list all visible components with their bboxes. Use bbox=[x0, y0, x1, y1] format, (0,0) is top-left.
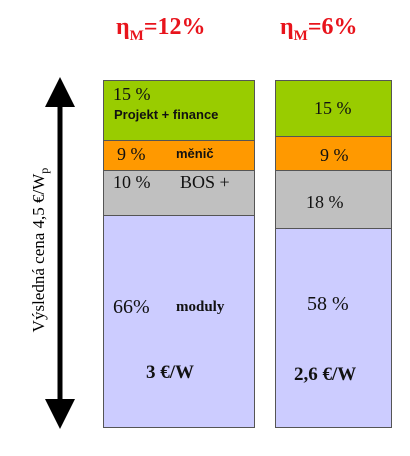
segment-label: moduly bbox=[176, 299, 225, 315]
percent: 15 % bbox=[113, 84, 151, 104]
segment-label: měnič bbox=[176, 146, 214, 161]
segment bbox=[103, 140, 255, 171]
segment bbox=[275, 228, 392, 428]
axis-label: Výsledná cena 4,5 €/Wp bbox=[29, 168, 51, 333]
segment bbox=[103, 215, 255, 428]
percent: 9 % bbox=[117, 144, 146, 164]
percent: 18 % bbox=[306, 192, 344, 212]
price: 3 €/W bbox=[146, 362, 195, 383]
percent: 10 % bbox=[113, 172, 151, 192]
percent: 66% bbox=[113, 296, 150, 318]
segment bbox=[275, 170, 392, 229]
percent: 58 % bbox=[307, 293, 349, 315]
column-header: ηM=6% bbox=[280, 14, 358, 44]
segment bbox=[103, 80, 255, 141]
price: 2,6 €/W bbox=[294, 364, 357, 385]
column-header: ηM=12% bbox=[116, 14, 206, 44]
segment bbox=[275, 80, 392, 137]
arrow-axis: Výsledná cena 4,5 €/Wp bbox=[29, 77, 75, 429]
segment bbox=[275, 136, 392, 171]
segment-label: Projekt + finance bbox=[114, 107, 219, 122]
percent: 9 % bbox=[320, 145, 349, 165]
percent: 15 % bbox=[314, 98, 352, 118]
segment-label: BOS + bbox=[180, 172, 230, 192]
